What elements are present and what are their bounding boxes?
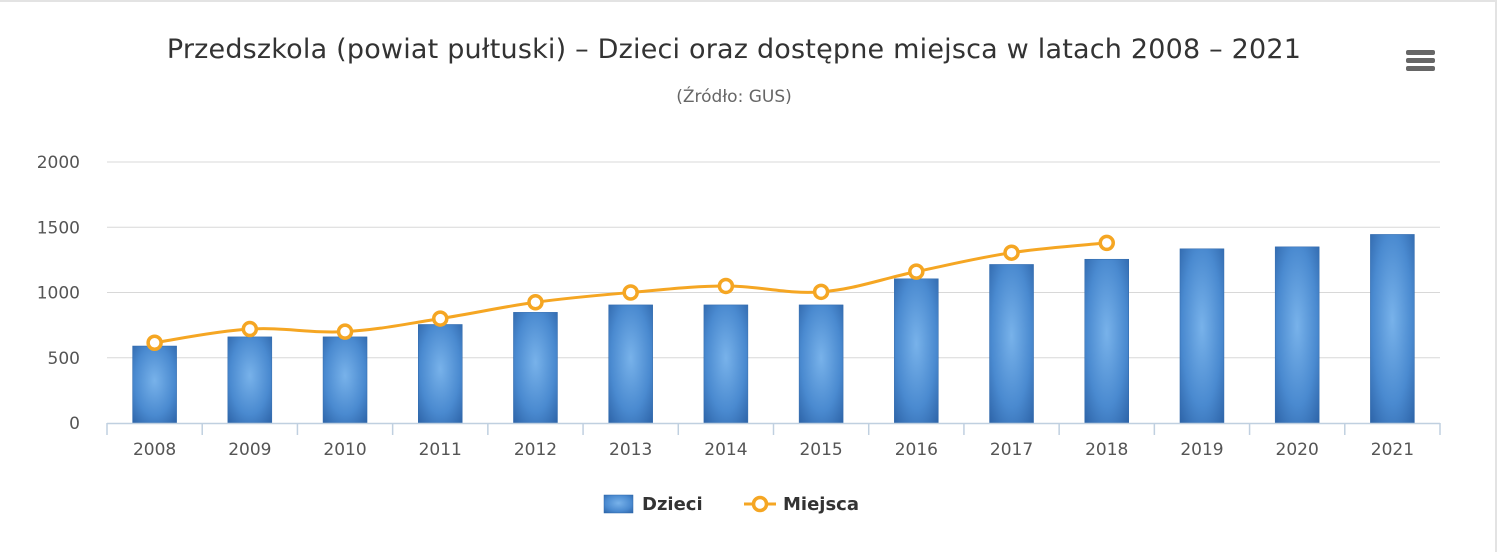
legend: Dzieci Miejsca <box>603 494 859 515</box>
line-point-2012 <box>527 294 544 311</box>
x-tick-label: 2019 <box>1180 440 1223 460</box>
y-tick-label: 2000 <box>37 153 80 173</box>
line-series-miejsca <box>146 234 1115 351</box>
bar-2016 <box>894 278 939 424</box>
line-point-2010 <box>336 323 354 340</box>
x-tick-label: 2008 <box>133 440 176 460</box>
line-point-2015 <box>812 283 830 301</box>
x-tick-label: 2009 <box>228 440 271 460</box>
grid-lines <box>107 161 1440 359</box>
x-tick-label: 2013 <box>609 440 652 460</box>
line-point-2018 <box>1098 234 1115 252</box>
bar-2021 <box>1370 234 1415 424</box>
bar-2018 <box>1084 258 1129 424</box>
bar-2014 <box>703 304 749 424</box>
chart-subtitle: (Źródło: GUS) <box>676 87 792 107</box>
bar-2011 <box>418 324 463 424</box>
legend-label-dzieci: Dzieci <box>642 494 703 515</box>
x-tick-label: 2021 <box>1371 440 1414 460</box>
bar-2008 <box>132 345 177 424</box>
bar-2009 <box>227 336 273 424</box>
menu-bar <box>1406 58 1435 63</box>
line-point-2013 <box>622 284 639 301</box>
bar-2010 <box>322 336 368 424</box>
y-tick-label: 1000 <box>37 284 80 304</box>
x-tick-label: 2010 <box>323 440 366 460</box>
legend-label-miejsca: Miejsca <box>783 494 859 515</box>
line-point-2016 <box>908 263 925 280</box>
line-point-2017 <box>1003 244 1020 261</box>
x-tick-label: 2014 <box>704 440 747 460</box>
hamburger-menu-icon[interactable] <box>1400 42 1440 78</box>
line-point-2011 <box>432 310 449 327</box>
y-tick-label: 0 <box>69 414 80 434</box>
menu-bar <box>1406 66 1435 71</box>
line-point-2008 <box>146 334 163 351</box>
chart-title: Przedszkola (powiat pułtuski) – Dzieci o… <box>166 34 1302 65</box>
legend-symbol-miejsca-marker <box>751 495 769 513</box>
y-axis: 0 500 1000 1500 2000 <box>37 153 80 434</box>
x-tick-label: 2015 <box>799 440 842 460</box>
bar-2012 <box>513 312 558 424</box>
bar-2017 <box>989 264 1034 424</box>
x-tick-label: 2020 <box>1276 440 1319 460</box>
x-tick-label: 2017 <box>990 440 1033 460</box>
legend-symbol-dzieci <box>603 494 634 514</box>
line-point-2009 <box>241 320 259 338</box>
bar-2020 <box>1274 246 1320 424</box>
bar-2019 <box>1179 248 1225 424</box>
x-tick-label: 2011 <box>419 440 462 460</box>
x-axis: 2008 2009 2010 2011 2012 2013 2014 2015 2016 2017… <box>106 422 1441 460</box>
bar-2013 <box>608 304 653 424</box>
y-tick-label: 1500 <box>37 218 80 238</box>
x-tick-label: 2016 <box>895 440 938 460</box>
x-tick-label: 2012 <box>514 440 557 460</box>
x-tick-label: 2018 <box>1085 440 1128 460</box>
bar-series-dzieci <box>132 234 1415 424</box>
menu-bar <box>1406 50 1435 55</box>
y-tick-label: 500 <box>48 349 80 369</box>
bar-2015 <box>798 304 844 424</box>
line-point-2014 <box>717 277 735 295</box>
